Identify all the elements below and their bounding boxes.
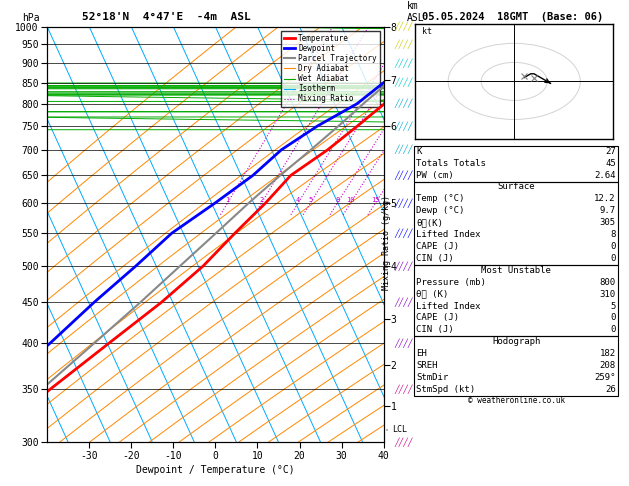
Text: CAPE (J): CAPE (J) [416, 242, 459, 251]
Text: θᴄ(K): θᴄ(K) [416, 218, 443, 227]
Text: 52°18'N  4°47'E  -4m  ASL: 52°18'N 4°47'E -4m ASL [82, 12, 250, 22]
Text: CIN (J): CIN (J) [416, 254, 454, 263]
X-axis label: Dewpoint / Temperature (°C): Dewpoint / Temperature (°C) [136, 465, 295, 475]
Text: 05.05.2024  18GMT  (Base: 06): 05.05.2024 18GMT (Base: 06) [422, 12, 603, 22]
Text: ╱╱╱╱: ╱╱╱╱ [394, 261, 413, 271]
Text: ╱╱╱╱: ╱╱╱╱ [394, 338, 413, 347]
Text: 310: 310 [599, 290, 616, 299]
Text: Most Unstable: Most Unstable [481, 266, 551, 275]
Text: 305: 305 [599, 218, 616, 227]
Text: ╱╱╱╱: ╱╱╱╱ [394, 297, 413, 307]
Text: EH: EH [416, 349, 427, 358]
Text: 5: 5 [308, 197, 313, 203]
Text: 10: 10 [347, 197, 355, 203]
Text: 259°: 259° [594, 373, 616, 382]
Text: ╱╱╱╱: ╱╱╱╱ [394, 122, 413, 131]
Text: 9.7: 9.7 [599, 207, 616, 215]
Text: 5: 5 [610, 301, 616, 311]
Text: K: K [416, 147, 422, 156]
Text: 0: 0 [610, 242, 616, 251]
Text: 27: 27 [605, 147, 616, 156]
Text: ╱╱╱╱: ╱╱╱╱ [394, 437, 413, 447]
Legend: Temperature, Dewpoint, Parcel Trajectory, Dry Adiabat, Wet Adiabat, Isotherm, Mi: Temperature, Dewpoint, Parcel Trajectory… [281, 31, 380, 106]
Text: 8: 8 [610, 230, 616, 239]
Text: ╱╱╱╱: ╱╱╱╱ [394, 40, 413, 49]
Text: 0: 0 [610, 313, 616, 323]
Text: 2: 2 [259, 197, 264, 203]
Text: ╱╱╱╱: ╱╱╱╱ [394, 384, 413, 394]
Text: 0: 0 [610, 254, 616, 263]
Text: 0: 0 [610, 326, 616, 334]
Text: ╱╱╱╱: ╱╱╱╱ [394, 171, 413, 180]
Text: ╱╱╱╱: ╱╱╱╱ [394, 22, 413, 32]
Text: 208: 208 [599, 361, 616, 370]
Text: Dewp (°C): Dewp (°C) [416, 207, 465, 215]
Text: © weatheronline.co.uk: © weatheronline.co.uk [467, 396, 565, 405]
Text: km
ASL: km ASL [407, 1, 425, 22]
Text: Hodograph: Hodograph [492, 337, 540, 347]
Text: ╱╱╱╱: ╱╱╱╱ [394, 198, 413, 208]
Text: SREH: SREH [416, 361, 438, 370]
Text: Totals Totals: Totals Totals [416, 158, 486, 168]
Text: ╱╱╱╱: ╱╱╱╱ [394, 58, 413, 68]
Text: hPa: hPa [22, 13, 40, 22]
Text: StmSpd (kt): StmSpd (kt) [416, 385, 476, 394]
Text: kt: kt [422, 27, 431, 36]
Text: CAPE (J): CAPE (J) [416, 313, 459, 323]
Text: 4: 4 [296, 197, 300, 203]
Text: 1: 1 [225, 197, 230, 203]
Text: Surface: Surface [498, 183, 535, 191]
Text: Lifted Index: Lifted Index [416, 301, 481, 311]
Text: ╱╱╱╱: ╱╱╱╱ [394, 78, 413, 87]
Text: 182: 182 [599, 349, 616, 358]
Text: 15: 15 [371, 197, 380, 203]
Text: 800: 800 [599, 278, 616, 287]
Text: Mixing Ratio (g/kg): Mixing Ratio (g/kg) [382, 195, 391, 291]
Text: 8: 8 [335, 197, 340, 203]
Text: CIN (J): CIN (J) [416, 326, 454, 334]
Text: θᴄ (K): θᴄ (K) [416, 290, 448, 299]
Text: 12.2: 12.2 [594, 194, 616, 204]
Text: 2.64: 2.64 [594, 171, 616, 180]
Text: 26: 26 [605, 385, 616, 394]
Text: Pressure (mb): Pressure (mb) [416, 278, 486, 287]
Text: 45: 45 [605, 158, 616, 168]
Text: Lifted Index: Lifted Index [416, 230, 481, 239]
Text: StmDir: StmDir [416, 373, 448, 382]
Text: ╱╱╱╱: ╱╱╱╱ [394, 145, 413, 155]
Text: Temp (°C): Temp (°C) [416, 194, 465, 204]
Text: PW (cm): PW (cm) [416, 171, 454, 180]
Text: LCL: LCL [392, 425, 407, 434]
Text: ╱╱╱╱: ╱╱╱╱ [394, 228, 413, 238]
Text: ╱╱╱╱: ╱╱╱╱ [394, 99, 413, 108]
